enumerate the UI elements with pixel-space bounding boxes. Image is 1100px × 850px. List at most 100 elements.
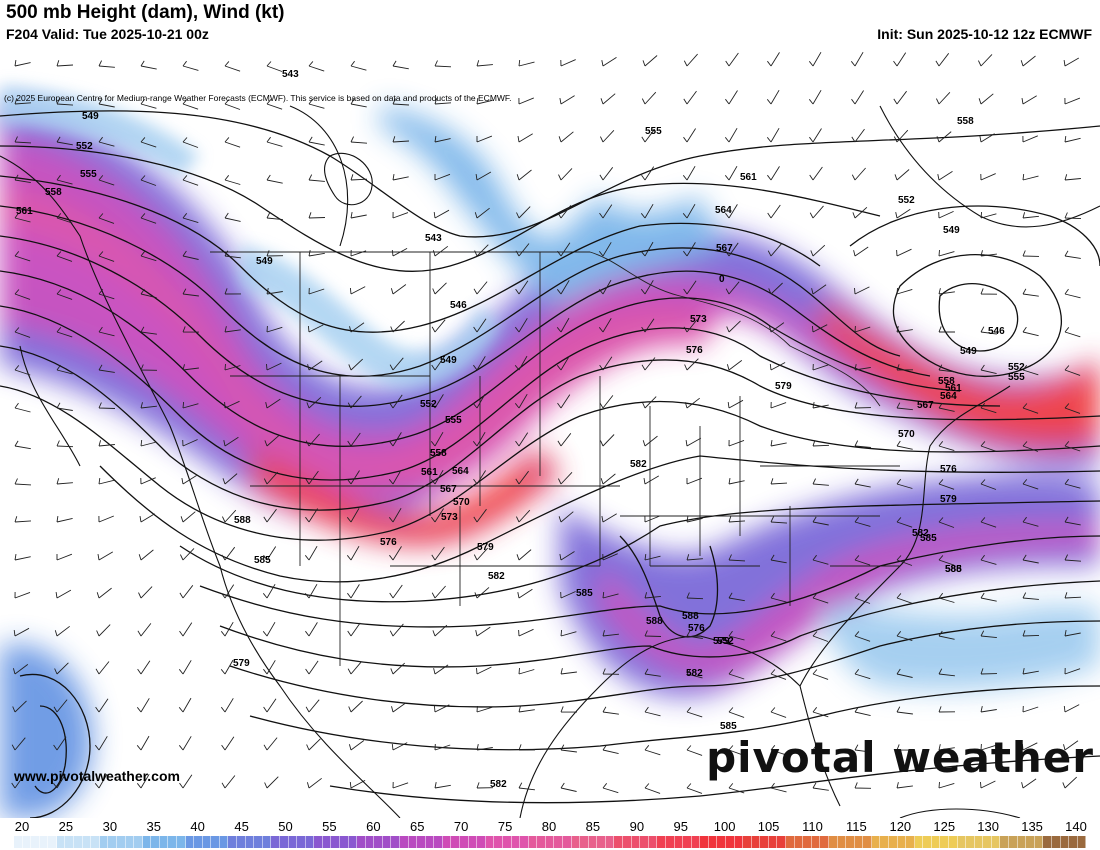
wind-barb xyxy=(602,553,618,561)
contour-label: 0 xyxy=(719,274,725,285)
wind-barb xyxy=(348,740,365,751)
wind-barb xyxy=(560,59,576,67)
wind-barb xyxy=(178,736,192,751)
wind-barb xyxy=(559,95,575,105)
wind-barb xyxy=(391,702,407,713)
wind-barb xyxy=(348,700,363,713)
colorbar-swatch xyxy=(1077,836,1087,848)
wind-barb xyxy=(1022,554,1039,564)
wind-barb xyxy=(979,133,995,143)
colorbar-swatch xyxy=(339,836,349,848)
wind-barb xyxy=(433,664,449,675)
wind-barb xyxy=(266,325,283,333)
wind-barb xyxy=(475,171,492,181)
colorbar-swatch xyxy=(665,836,675,848)
wind-barb xyxy=(179,548,195,561)
contour-label: 549 xyxy=(82,111,99,122)
wind-barb xyxy=(980,211,997,219)
contour-label: 555 xyxy=(80,169,97,180)
wind-barb xyxy=(1064,136,1081,143)
wind-barb xyxy=(56,478,73,485)
contour-label: 549 xyxy=(440,355,457,366)
wind-barb xyxy=(854,782,872,789)
wind-barb xyxy=(392,781,409,789)
wind-barb xyxy=(265,398,281,409)
wind-barb xyxy=(556,356,570,371)
wind-barb xyxy=(1063,57,1080,67)
wind-barb xyxy=(98,478,115,485)
contour-label: 576 xyxy=(686,345,703,356)
wind-barb xyxy=(56,327,73,338)
colorbar-swatch xyxy=(477,836,486,848)
colorbar-swatch xyxy=(331,836,340,848)
wind-barb xyxy=(728,745,745,756)
colorbar-swatch xyxy=(657,836,666,848)
wind-barb xyxy=(56,251,73,262)
contour-label: 561 xyxy=(16,206,33,217)
wind-barb xyxy=(1064,365,1081,376)
wind-barb xyxy=(305,470,319,485)
wind-barb xyxy=(1064,630,1081,637)
colorbar-swatch xyxy=(151,836,160,848)
wind-barb xyxy=(433,209,450,219)
colorbar-swatch xyxy=(520,836,529,848)
wind-barb xyxy=(770,401,787,409)
wind-barb xyxy=(896,517,913,528)
contour-label: 588 xyxy=(646,616,663,627)
colorbar-swatch xyxy=(314,836,323,848)
wind-barb xyxy=(98,326,115,337)
wind-barb xyxy=(14,327,31,338)
wind-barb xyxy=(347,661,362,675)
colorbar-swatch xyxy=(571,836,581,848)
wind-barb xyxy=(560,591,576,599)
colorbar-swatch xyxy=(168,836,177,848)
colorbar-swatch xyxy=(279,836,289,848)
wind-barb xyxy=(854,593,871,604)
wind-barb xyxy=(599,395,614,409)
wind-barb xyxy=(812,593,829,604)
website-link[interactable]: www.pivotalweather.com xyxy=(14,768,180,784)
wind-barb xyxy=(980,441,997,452)
colorbar-swatch xyxy=(880,836,889,848)
wind-barb xyxy=(725,90,738,105)
wind-barb xyxy=(305,622,318,637)
wind-barb xyxy=(770,516,788,524)
wind-barb xyxy=(1022,705,1039,713)
wind-barb xyxy=(473,318,487,333)
colorbar-swatch xyxy=(159,836,169,848)
wind-barb xyxy=(179,622,193,637)
colorbar-swatch xyxy=(1009,836,1018,848)
wind-barb xyxy=(683,128,696,143)
wind-barb xyxy=(896,326,913,333)
wind-barb xyxy=(602,783,619,794)
wind-barb xyxy=(896,782,913,789)
wind-barb xyxy=(432,624,448,637)
wind-barb xyxy=(434,743,451,751)
wind-barb xyxy=(1022,479,1039,490)
colorbar-swatch xyxy=(237,836,246,848)
wind-barb xyxy=(431,508,444,523)
wind-barb xyxy=(304,545,318,561)
colorbar-swatch xyxy=(185,836,195,848)
wind-barb xyxy=(54,625,70,637)
wind-barb xyxy=(14,554,31,561)
wind-barb xyxy=(476,666,492,675)
colorbar-tick-label: 60 xyxy=(366,819,381,834)
wind-barb xyxy=(515,509,531,523)
wind-barb xyxy=(896,744,914,751)
colorbar-swatch xyxy=(511,836,521,848)
colorbar-swatch xyxy=(194,836,203,848)
wind-barb xyxy=(726,360,743,371)
wind-barb xyxy=(434,173,451,181)
contour-label: 582 xyxy=(490,779,507,790)
contour-label: 573 xyxy=(690,314,707,325)
wind-barb xyxy=(684,397,700,409)
contour-label: 546 xyxy=(988,326,1005,337)
wind-barb xyxy=(558,168,573,181)
wind-barb xyxy=(389,394,403,409)
wind-barb xyxy=(599,129,615,143)
wind-barb xyxy=(812,440,830,447)
wind-barb xyxy=(894,169,910,181)
wind-barb xyxy=(346,507,360,523)
wind-barb xyxy=(724,127,738,143)
